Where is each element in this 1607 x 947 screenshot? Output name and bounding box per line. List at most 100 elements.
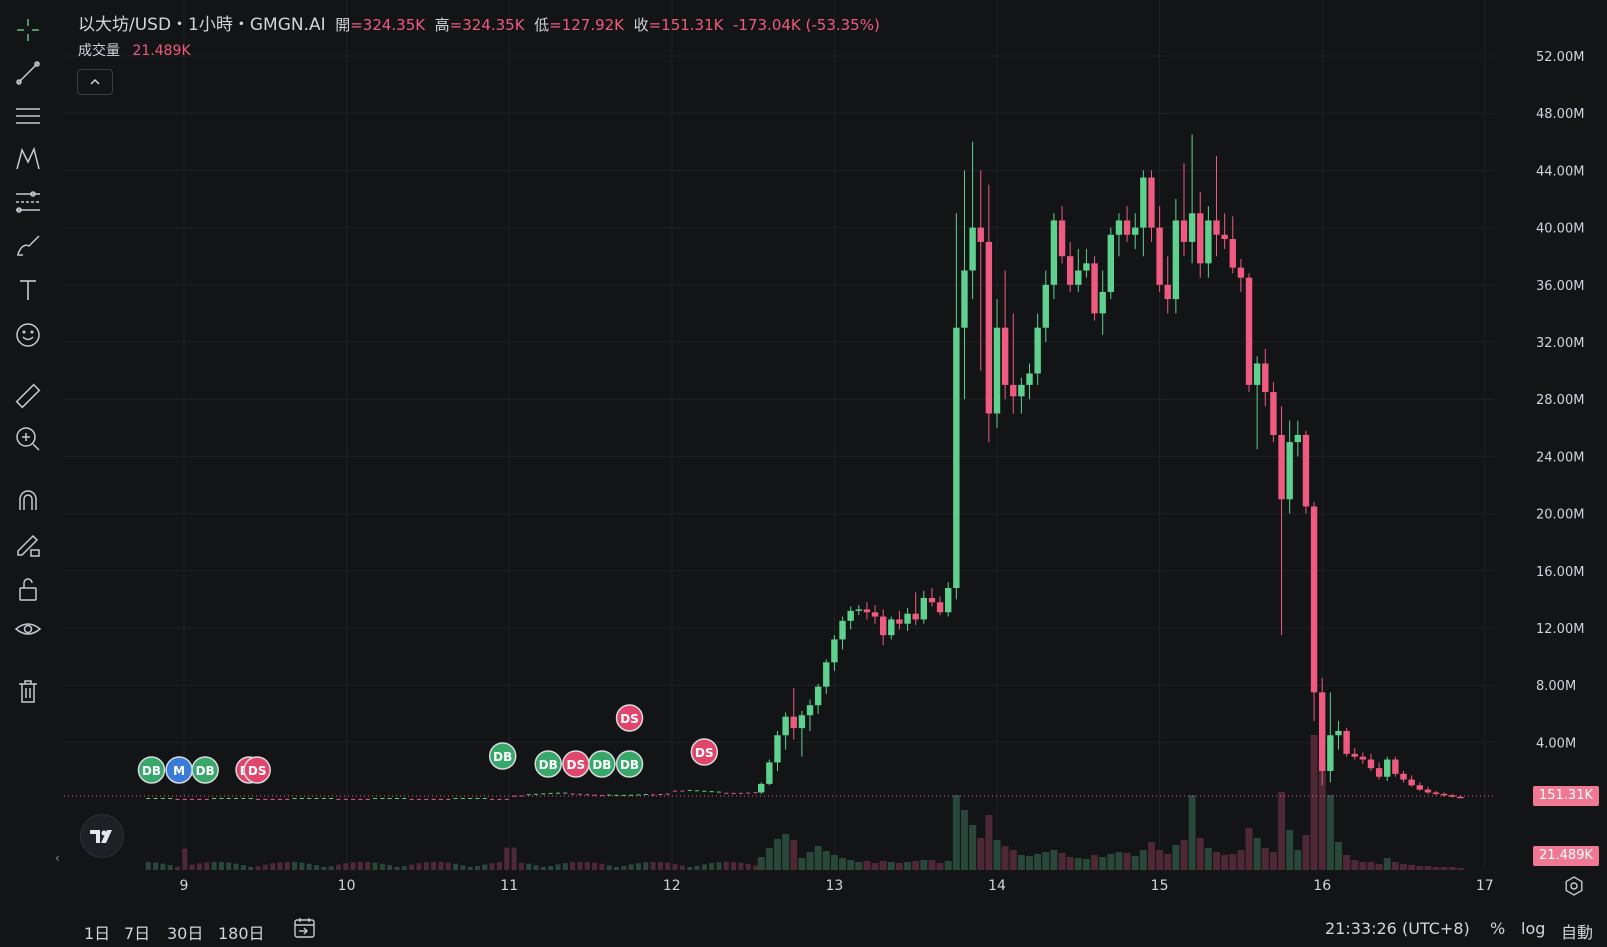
symbol-title[interactable]: 以大坊/USD・1小時・GMGN.AI (78, 15, 326, 35)
candle-body (234, 798, 239, 800)
candle-body (1367, 759, 1375, 769)
text-icon[interactable] (10, 272, 46, 308)
clock-timezone[interactable]: 21:33:26 (UTC+8) (1325, 919, 1470, 938)
candle-body (409, 798, 414, 800)
range-30d[interactable]: 30日 (167, 924, 204, 943)
volume-bar (614, 866, 620, 870)
trade-marker-m[interactable]: M (165, 756, 193, 784)
candle-body (1335, 730, 1342, 736)
trade-marker-db[interactable]: DB (615, 750, 644, 778)
trend-line-icon[interactable] (10, 55, 46, 91)
volume-bar (773, 839, 781, 870)
log-toggle[interactable]: log (1521, 919, 1546, 938)
candle-body (1262, 363, 1269, 393)
volume-bar (211, 861, 217, 870)
collapse-legend-button[interactable] (77, 69, 113, 95)
volume-bar (672, 863, 678, 870)
volume-bar (985, 815, 993, 870)
crosshair-icon[interactable] (10, 12, 46, 48)
candle-body (175, 798, 180, 800)
range-1d[interactable]: 1日 (84, 924, 111, 943)
volume-bar (555, 864, 561, 870)
trade-marker-ds[interactable]: DS (562, 750, 590, 778)
candle-body (1384, 759, 1391, 777)
trade-marker-db[interactable]: DB (488, 742, 517, 770)
volume-bar (548, 865, 554, 870)
forecast-icon[interactable] (10, 184, 46, 220)
eye-icon[interactable] (10, 612, 46, 648)
candle-body (1205, 220, 1212, 264)
volume-bar (1196, 838, 1204, 870)
candle-body (731, 792, 736, 794)
volume-bar (904, 862, 912, 870)
volume-bar (1229, 854, 1237, 870)
volume-bar (790, 840, 798, 870)
candle-body (592, 794, 597, 796)
volume-bar (1091, 855, 1099, 870)
volume-bar (240, 865, 246, 870)
candle-body (416, 798, 421, 800)
trash-icon[interactable] (10, 673, 46, 709)
candle-body (855, 609, 862, 611)
volume-bar (1245, 828, 1253, 870)
range-180d[interactable]: 180日 (218, 924, 265, 943)
lock-drawing-icon[interactable] (10, 526, 46, 562)
magnet-icon[interactable] (10, 482, 46, 518)
candle-body (1302, 434, 1310, 507)
volume-bar (1391, 862, 1399, 870)
high-label: 高 (434, 16, 450, 34)
volume-bar (182, 848, 188, 870)
tradingview-logo-icon (90, 830, 112, 843)
percent-toggle[interactable]: % (1490, 919, 1506, 938)
ruler-icon[interactable] (10, 378, 46, 414)
candle-body (738, 792, 743, 794)
trade-marker-ds[interactable]: DS (615, 704, 644, 732)
candle-body (1319, 692, 1326, 771)
candle-body (1075, 270, 1082, 285)
candle-body (1123, 220, 1131, 235)
drawing-toolbar (0, 0, 56, 947)
emoji-icon[interactable] (10, 317, 46, 353)
candle-body (160, 798, 165, 800)
volume-bar (570, 862, 576, 870)
candle-body (577, 793, 582, 795)
volume-bar (526, 863, 532, 870)
settings-gear-icon[interactable] (1563, 875, 1585, 897)
trade-marker-db[interactable]: DB (588, 750, 616, 778)
tradingview-logo[interactable] (80, 814, 124, 858)
scroll-left-icon[interactable]: ‹ (55, 851, 60, 865)
y-tick-label: 52.00M (1536, 50, 1584, 65)
volume-bar (262, 864, 268, 870)
candle-body (871, 612, 879, 617)
trade-marker-label: DB (142, 764, 161, 778)
unlock-icon[interactable] (10, 571, 46, 607)
last-price-tag: 151.31K (1532, 786, 1599, 806)
candle-body (168, 798, 173, 800)
trade-marker-label: DB (592, 758, 611, 772)
y-tick-label: 20.00M (1536, 508, 1584, 523)
trade-marker-db[interactable]: DB (137, 756, 166, 784)
brush-icon[interactable] (10, 227, 46, 263)
volume-bar (482, 864, 488, 870)
trade-marker-ds[interactable]: DS (690, 738, 719, 766)
range-7d[interactable]: 7日 (124, 924, 151, 943)
candle-body (387, 798, 392, 800)
trade-marker-db[interactable]: DB (534, 750, 562, 778)
candle-body (621, 794, 626, 796)
trade-marker-db[interactable]: DB (191, 756, 219, 784)
candle-body (380, 798, 385, 800)
candle-body (823, 662, 830, 687)
goto-date-icon[interactable] (292, 915, 318, 941)
volume-bar (270, 863, 276, 870)
pattern-icon[interactable] (10, 141, 46, 177)
candle-body (1107, 234, 1115, 292)
volume-bar (1164, 854, 1172, 870)
trade-marker-ds[interactable]: DS (243, 756, 271, 784)
fib-retracement-icon[interactable] (10, 98, 46, 134)
volume-bar (1221, 855, 1229, 870)
candle-body (438, 798, 443, 800)
candle-body (961, 270, 968, 328)
auto-scale-toggle[interactable]: 自動 (1561, 923, 1594, 942)
zoom-in-icon[interactable] (10, 421, 46, 457)
